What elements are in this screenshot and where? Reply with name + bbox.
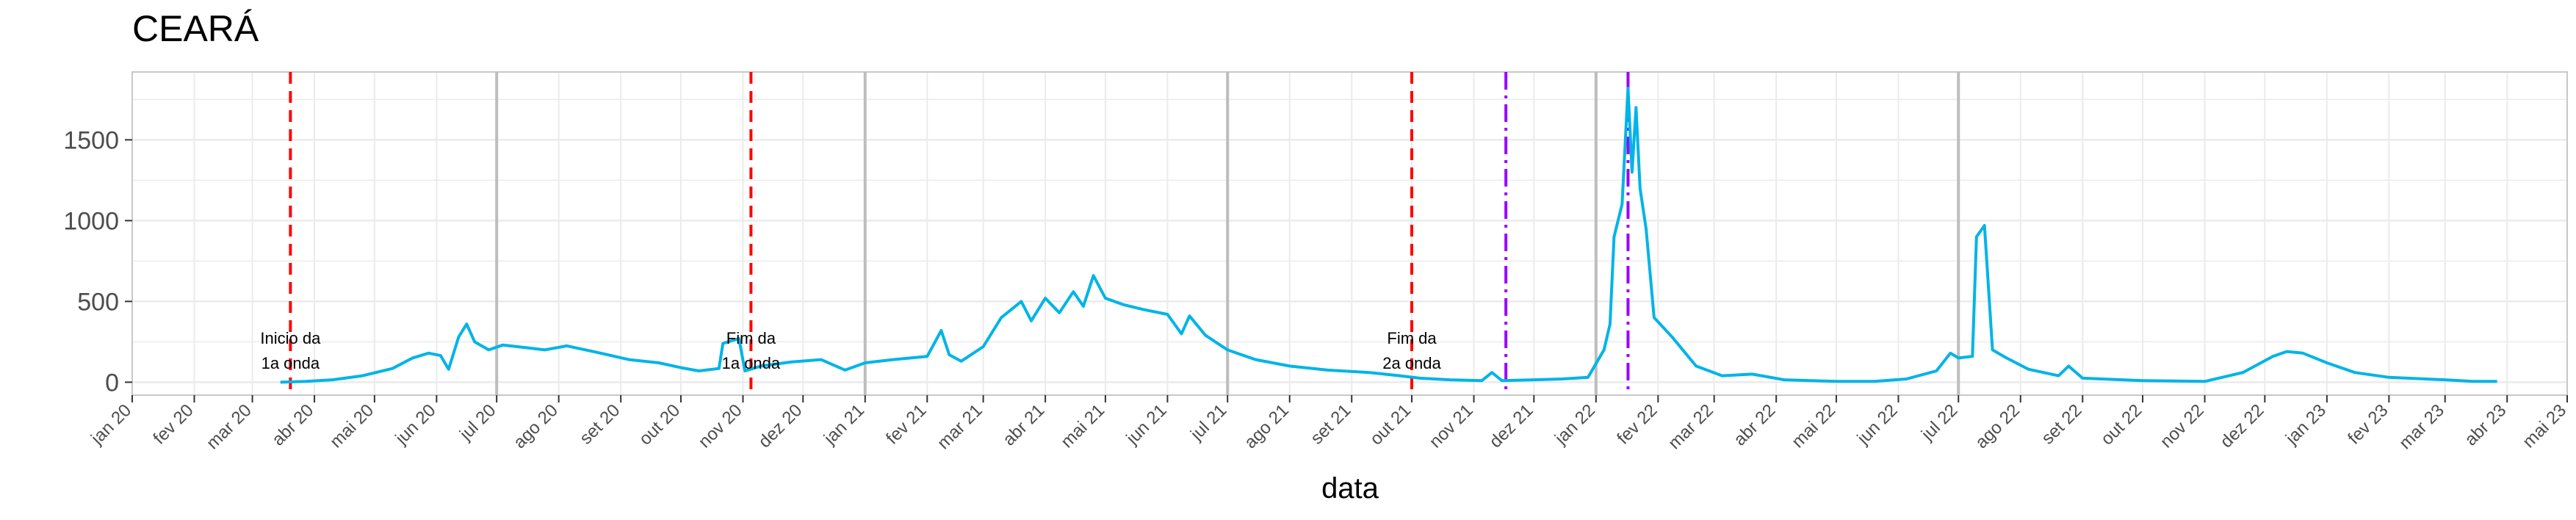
x-tick-label: jun 20 [392, 400, 440, 449]
x-tick-label: abr 23 [2461, 400, 2510, 449]
x-tick-label: abr 22 [1730, 400, 1779, 449]
y-tick-label: 1000 [63, 207, 119, 235]
x-tick-label: mar 20 [203, 400, 256, 453]
annotation-line2: 1a onda [722, 354, 781, 372]
y-tick-label: 1500 [63, 126, 119, 154]
x-tick-label: fev 23 [2344, 400, 2392, 448]
y-tick-label: 0 [105, 369, 119, 397]
x-tick-label: jan 21 [820, 400, 868, 449]
x-tick-label: mai 22 [1788, 400, 1839, 452]
x-tick-label: jan 22 [1551, 400, 1599, 449]
x-tick-label: jul 22 [1917, 400, 1961, 444]
x-tick-label: nov 20 [695, 400, 746, 452]
x-tick-label: abr 21 [999, 400, 1048, 449]
x-tick-label: jan 20 [87, 400, 135, 449]
x-tick-label: jul 21 [1186, 400, 1230, 444]
x-tick-label: fev 21 [882, 400, 930, 448]
x-tick-label: fev 20 [149, 400, 197, 448]
grid [131, 71, 2568, 396]
annotation-line2: 1a onda [261, 354, 320, 372]
x-tick-label: mai 20 [326, 400, 378, 452]
annotation-line1: Inicio da [260, 329, 321, 347]
x-tick-label: ago 20 [510, 400, 562, 452]
x-tick-label: dez 22 [2217, 400, 2268, 452]
chart-title: CEARÁ [132, 8, 259, 49]
annotation-line1: Fim da [1387, 329, 1437, 347]
x-tick-label: out 22 [2097, 400, 2146, 449]
x-tick-label: nov 22 [2157, 400, 2208, 452]
x-tick-label: mar 21 [934, 400, 986, 453]
y-tick-label: 500 [77, 288, 119, 316]
x-tick-label: fev 22 [1613, 400, 1661, 448]
x-tick-label: out 21 [1366, 400, 1415, 449]
x-tick-label: set 20 [576, 400, 624, 448]
x-tick-label: abr 20 [268, 400, 317, 449]
x-tick-label: jun 21 [1122, 400, 1171, 449]
x-tick-label: jun 22 [1853, 400, 1902, 449]
x-tick-label: jul 20 [455, 400, 499, 444]
x-tick-label: mai 23 [2519, 400, 2570, 452]
x-tick-label: mar 22 [1664, 400, 1717, 453]
x-tick-label: mar 23 [2395, 400, 2448, 453]
x-tick-label: mai 21 [1057, 400, 1108, 452]
annotation-line2: 2a onda [1382, 354, 1441, 372]
panel-border [131, 71, 2568, 396]
x-tick-label: dez 20 [754, 400, 806, 452]
x-axis-label: data [1321, 472, 1379, 505]
x-tick-label: dez 21 [1486, 400, 1537, 452]
series-line [280, 87, 2497, 384]
x-tick-label: ago 21 [1241, 400, 1293, 452]
x-tick-label: set 22 [2038, 400, 2085, 448]
x-tick-label: set 21 [1307, 400, 1354, 448]
x-tick-label: nov 21 [1426, 400, 1477, 452]
annotation-line1: Fim da [726, 329, 776, 347]
x-tick-label: ago 22 [1971, 400, 2024, 452]
series [280, 87, 2497, 384]
annotations: Inicio da 1a onda Fim da 1a onda Fim da 2a on… [260, 329, 1441, 372]
x-tick-label: jan 23 [2281, 400, 2330, 449]
x-tick-label: out 20 [635, 400, 684, 449]
reference-lines [289, 72, 1960, 395]
